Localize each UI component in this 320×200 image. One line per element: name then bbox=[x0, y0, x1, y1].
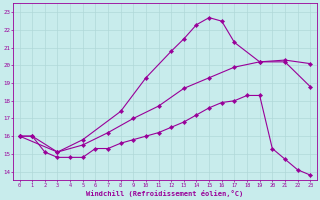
X-axis label: Windchill (Refroidissement éolien,°C): Windchill (Refroidissement éolien,°C) bbox=[86, 190, 244, 197]
